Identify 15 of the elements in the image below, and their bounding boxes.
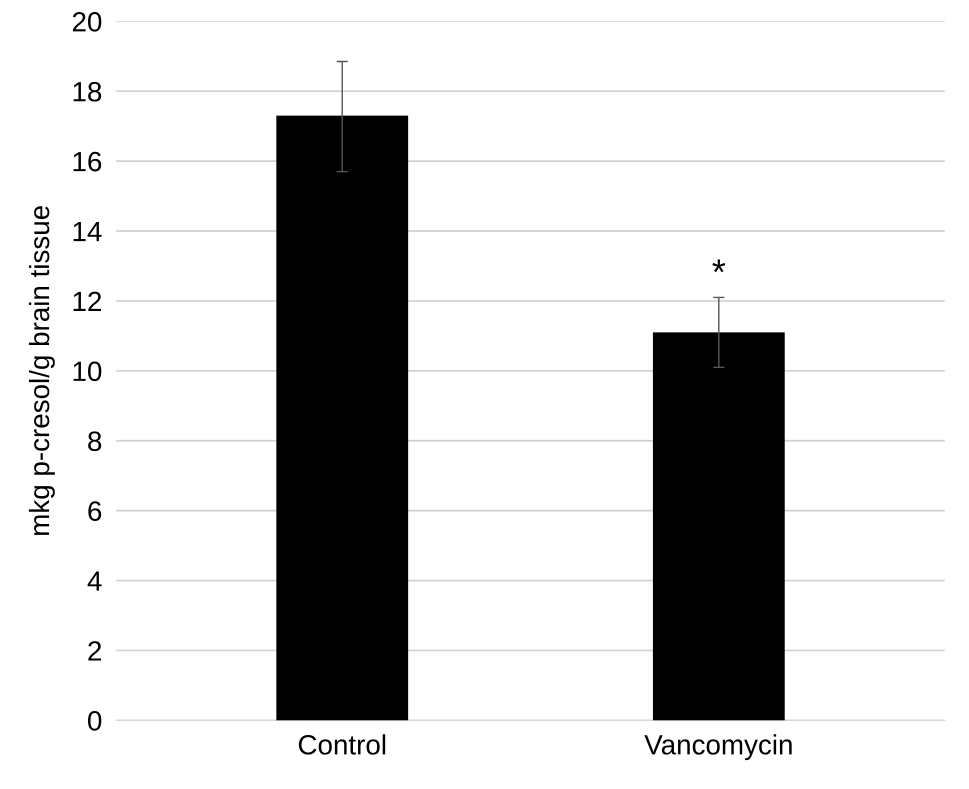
x-tick-label: Control [298,734,386,755]
y-tick-label: 0 [88,711,102,731]
y-tick-label: 18 [74,82,102,102]
y-tick-label: 10 [74,362,102,382]
x-tick-label: Vancomycin [644,734,792,760]
annotation: * [712,260,726,272]
y-tick-label: 8 [88,431,102,452]
y-tick-label: 2 [88,641,101,661]
y-tick-label: 6 [88,501,102,521]
y-tick-label: 4 [88,572,102,591]
y-tick-label: 20 [72,12,102,32]
y-tick-label: 12 [74,292,101,311]
y-tick-label: 14 [74,222,102,242]
y-tick-label: 16 [74,152,102,172]
y-axis-title: mkg p-cresol/g brain tissue [28,206,55,535]
